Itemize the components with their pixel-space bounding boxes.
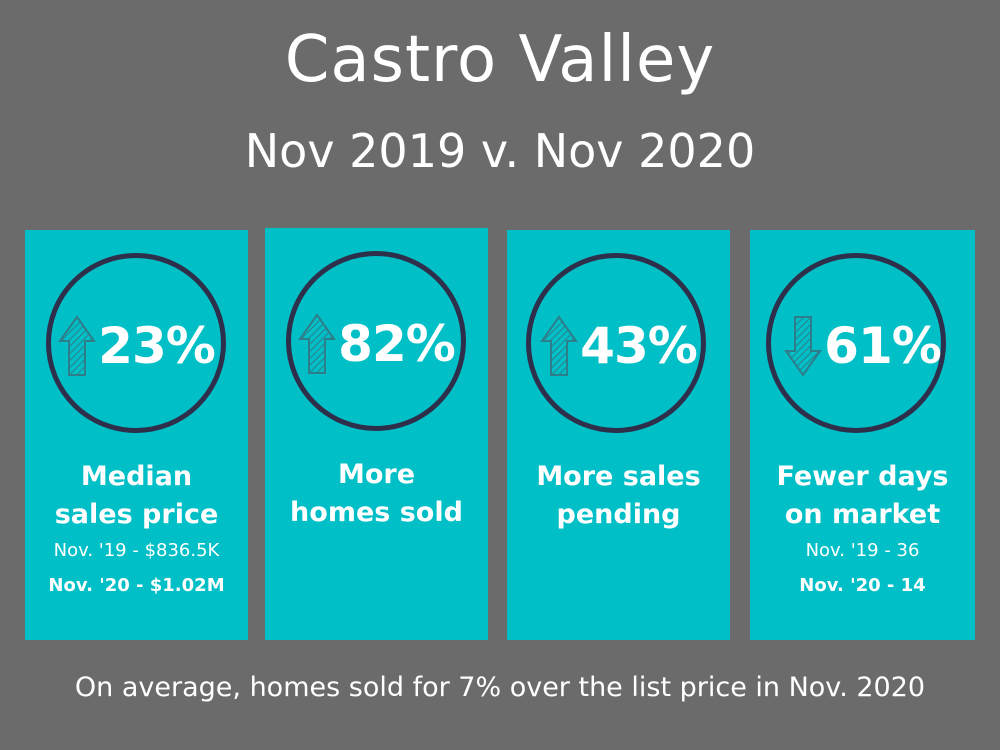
down-arrow-icon: [784, 316, 823, 377]
stat-label-line1: Median: [80, 461, 193, 492]
stat-detail-curr: Nov. '20 - 14: [799, 575, 926, 596]
up-arrow-icon: [540, 315, 579, 376]
stat-circle: [526, 253, 706, 433]
stat-value-group: 23%: [25, 315, 248, 377]
up-arrow-icon: [58, 315, 97, 376]
stat-label-line1: Fewer days: [776, 461, 949, 492]
stat-value-group: 82%: [265, 313, 488, 375]
page-subtitle: Nov 2019 v. Nov 2020: [244, 124, 756, 178]
stat-label-line2: on market: [784, 499, 941, 530]
stat-detail-prev: Nov. '19 - $836.5K: [53, 540, 220, 561]
stat-label-line2: sales price: [54, 499, 219, 530]
stat-value-group: 43%: [507, 315, 730, 377]
stat-circle: [46, 253, 226, 433]
stat-label-line1: More sales: [536, 461, 701, 492]
up-arrow-icon: [298, 313, 337, 374]
page-title: Castro Valley: [284, 23, 716, 97]
stat-circle: [766, 253, 946, 433]
stat-label: Fewer days on market: [750, 458, 975, 534]
stat-detail-prev: Nov. '19 - 36: [805, 540, 920, 561]
stat-label: Median sales price: [25, 458, 248, 534]
stat-percent: 82%: [338, 315, 456, 373]
stat-card-days-on-market: 61% Fewer days on market Nov. '19 - 36 N…: [750, 230, 975, 640]
stat-label-line2: pending: [556, 499, 681, 530]
stat-label: More sales pending: [507, 458, 730, 534]
stat-percent: 23%: [98, 317, 216, 375]
stat-percent: 61%: [824, 317, 942, 375]
stat-label-line2: homes sold: [290, 497, 463, 528]
stat-value-group: 61%: [750, 315, 975, 377]
stat-label-line1: More: [337, 459, 416, 490]
stat-label: More homes sold: [265, 456, 488, 532]
stat-card-sales-pending: 43% More sales pending: [507, 230, 730, 640]
stat-percent: 43%: [580, 317, 698, 375]
stat-card-median-price: 23% Median sales price Nov. '19 - $836.5…: [25, 230, 248, 640]
stat-card-homes-sold: 82% More homes sold: [265, 228, 488, 640]
stat-circle: [286, 251, 466, 431]
footer-note: On average, homes sold for 7% over the l…: [74, 672, 926, 703]
stat-detail-curr: Nov. '20 - $1.02M: [48, 575, 225, 596]
